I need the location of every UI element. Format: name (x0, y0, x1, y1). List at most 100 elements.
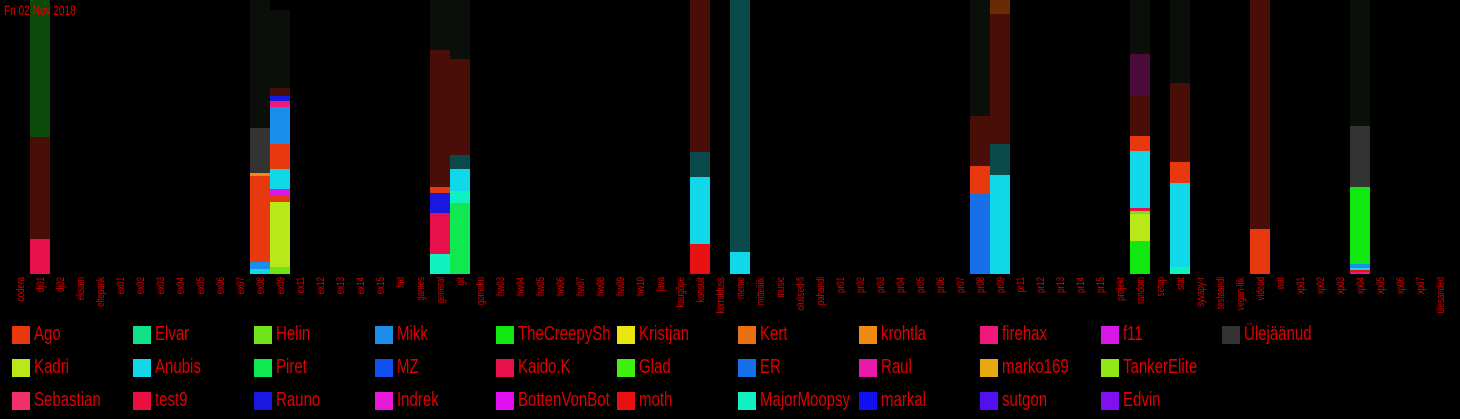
bar-segment (270, 107, 290, 144)
x-tick-label: pr09 (995, 277, 1008, 293)
legend-label: TankerElite (1123, 356, 1198, 378)
bar-segment (250, 173, 270, 176)
bar-segment (270, 169, 290, 189)
legend-swatch (859, 326, 877, 344)
bar-segment (990, 0, 1010, 14)
x-tick-label: konsult (695, 277, 708, 302)
legend-swatch (12, 359, 30, 377)
legend-label: sutgon (1002, 389, 1048, 411)
x-tick-label: wat (1275, 277, 1288, 290)
bar-segment (270, 10, 290, 88)
legend-item: Indrek (375, 389, 494, 412)
x-tick-label: java (655, 276, 668, 292)
legend-swatch (980, 326, 998, 344)
legend-item: firehax (980, 323, 1099, 346)
x-tick-label: ex08 (255, 277, 268, 294)
legend-swatch (738, 326, 756, 344)
bar-segment (430, 193, 450, 213)
legend-swatch (738, 392, 756, 410)
bar-segment (250, 176, 270, 262)
x-tick-label: ex02 (135, 277, 148, 294)
legend-swatch (980, 392, 998, 410)
legend-item: Anubis (133, 356, 252, 379)
legend-swatch (859, 392, 877, 410)
x-tick-label: eltepank (95, 277, 108, 307)
bar-segment (450, 59, 470, 155)
bar-konsult (690, 0, 710, 274)
legend-item: Helin (254, 323, 373, 346)
bar-segment (450, 203, 470, 274)
x-tick-label: pr14 (1075, 276, 1088, 292)
legend-swatch (496, 359, 514, 377)
x-tick-label: mitteiiiik (755, 277, 768, 305)
x-tick-label: pr07 (955, 277, 968, 293)
bar-git (450, 0, 470, 274)
x-tick-label: testaandi (1215, 277, 1228, 309)
legend-item: moth (617, 389, 736, 412)
legend-label: Kadri (34, 356, 70, 378)
legend-swatch (617, 326, 635, 344)
bar-segment (970, 166, 990, 194)
bar-segment (1350, 268, 1370, 270)
bar-segment (1130, 54, 1150, 96)
legend-label: Sebastian (34, 389, 101, 411)
bar-stat (1170, 0, 1190, 274)
legend-label: firehax (1002, 323, 1048, 345)
legend-swatch (254, 359, 272, 377)
bar-segment (250, 269, 270, 274)
x-tick-label: pr13 (1055, 277, 1068, 293)
bar-segment (1130, 136, 1150, 151)
legend-item: Raul (859, 356, 978, 379)
x-tick-label: stat (1175, 277, 1188, 290)
legend-item: Kert (738, 323, 857, 346)
x-tick-label: hw04 (515, 276, 528, 295)
legend-swatch (254, 326, 272, 344)
legend-swatch (617, 392, 635, 410)
x-tick-label: ex04 (175, 276, 188, 294)
legend-swatch (496, 392, 514, 410)
bar-segment (1130, 208, 1150, 211)
bar-segment (1130, 151, 1150, 208)
legend-label: Helin (276, 323, 311, 345)
legend-swatch (12, 392, 30, 410)
bar-segment (250, 262, 270, 269)
bar-segment (250, 0, 270, 128)
legend-item: Kadri (12, 356, 131, 379)
bar-segment (1130, 214, 1150, 241)
legend-item: Sebastian (12, 389, 131, 412)
x-tick-label: xp05 (1375, 277, 1388, 294)
bar-segment (270, 144, 290, 169)
x-tick-label: pr05 (915, 277, 928, 293)
x-tick-label: setup (1155, 277, 1168, 296)
x-tick-label: pahandi (815, 277, 828, 305)
x-tick-label: ex13 (335, 277, 348, 294)
legend-swatch (738, 359, 756, 377)
legend-swatch (1101, 392, 1119, 410)
legend-label: Edvin (1123, 389, 1161, 411)
x-tick-label: fud (395, 277, 408, 288)
bar-segment (1350, 270, 1370, 272)
legend-item: TheCreepySh (496, 323, 615, 346)
date-label: Fri 02 Nov 2018 (4, 2, 76, 18)
x-tick-label: ex09 (275, 277, 288, 294)
x-tick-label: ex01 (115, 277, 128, 294)
legend-item: f11 (1101, 323, 1220, 346)
x-tick-label: pr08 (975, 277, 988, 293)
bar-segment (1170, 162, 1190, 183)
x-tick-label: codera (15, 276, 28, 301)
legend-item: MZ (375, 356, 494, 379)
bar-segment (1350, 187, 1370, 264)
x-tick-label: ex07 (235, 277, 248, 294)
x-tick-label: xp07 (1415, 277, 1428, 294)
bar-segment (270, 196, 290, 202)
legend-label: TheCreepySh (518, 323, 611, 345)
x-tick-label: xp03 (1335, 277, 1348, 294)
x-tick-label: ex12 (315, 277, 328, 294)
x-tick-label: ex06 (215, 277, 228, 294)
x-tick-label: hw05 (535, 277, 548, 296)
bar-segment (990, 175, 1010, 274)
bar-segment (450, 191, 470, 203)
legend-swatch (375, 326, 393, 344)
x-tick-label: music (775, 277, 788, 298)
legend-item: Piret (254, 356, 373, 379)
